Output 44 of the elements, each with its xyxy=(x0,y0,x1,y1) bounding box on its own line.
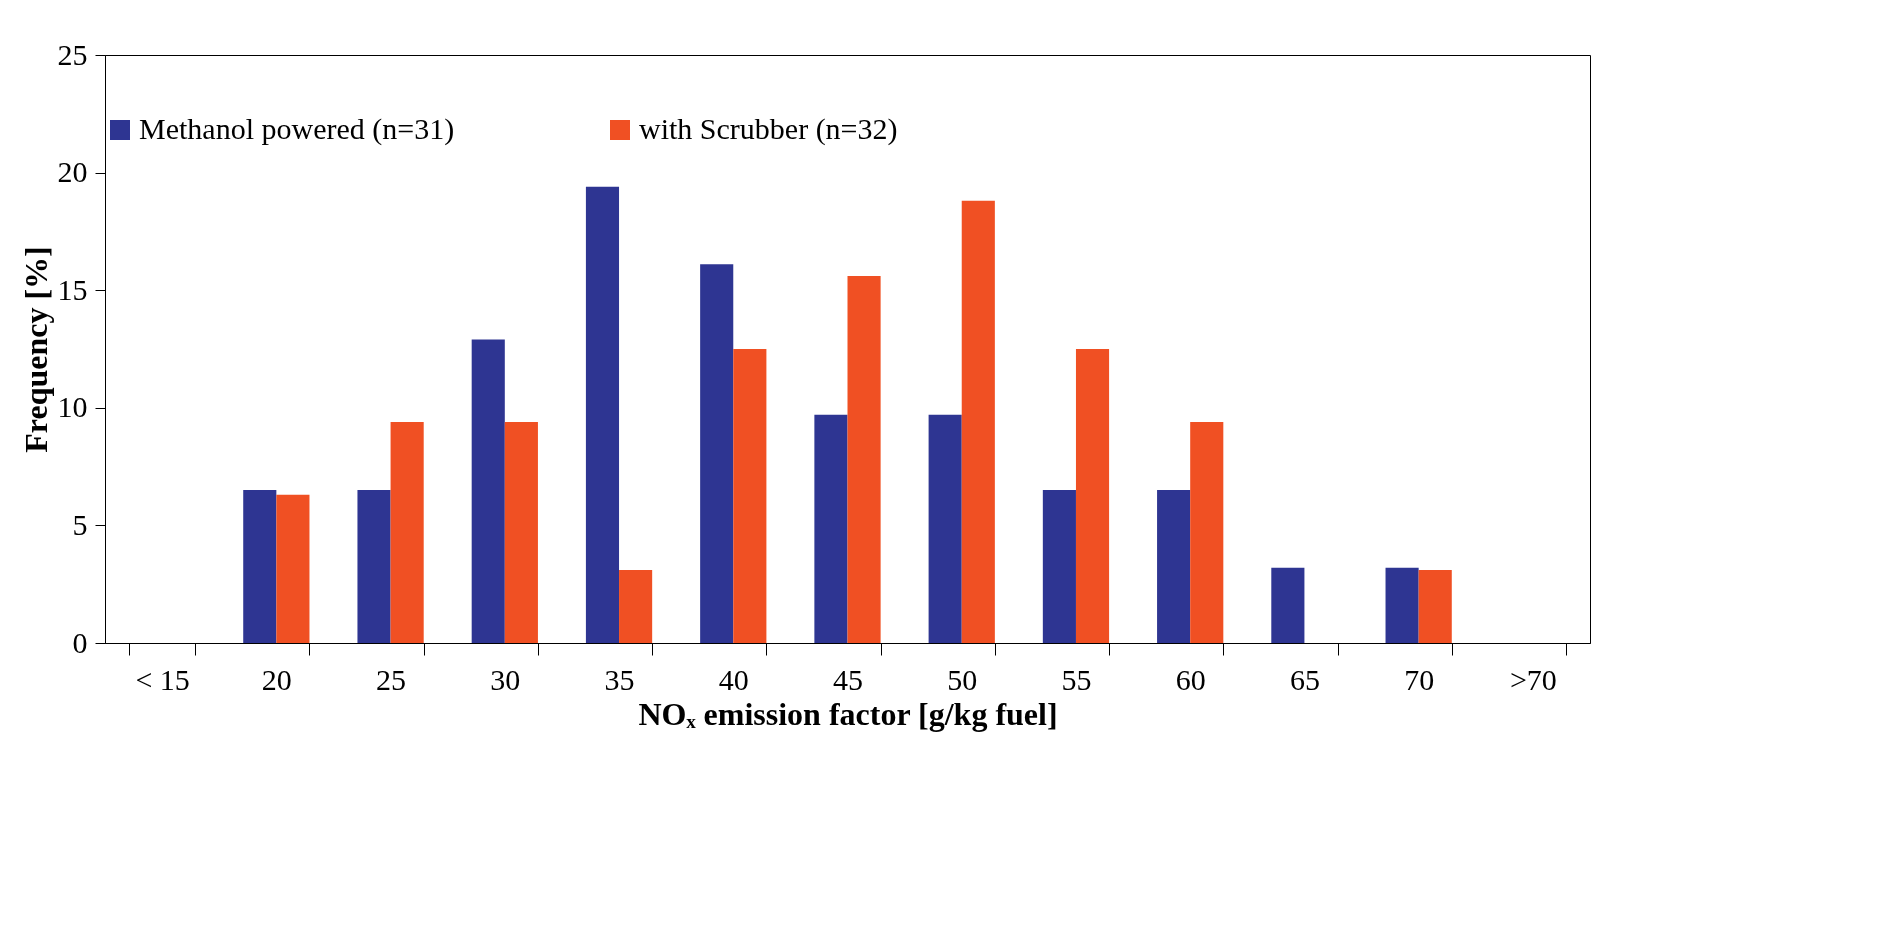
bar xyxy=(1190,421,1224,643)
x-tick-label: 20 xyxy=(261,662,292,696)
x-tick-label: < 15 xyxy=(135,662,190,696)
x-tick-label: 70 xyxy=(1404,662,1435,696)
legend-label: Methanol powered (n=31) xyxy=(139,112,455,146)
y-tick-label: 25 xyxy=(57,37,88,71)
bar xyxy=(1385,567,1419,643)
x-tick-label: 35 xyxy=(604,662,635,696)
bar xyxy=(585,186,620,643)
bar xyxy=(390,421,424,643)
y-tick-label: 15 xyxy=(57,272,88,306)
x-tick-label: 65 xyxy=(1289,662,1320,696)
x-tick-label: 45 xyxy=(833,662,863,696)
bar xyxy=(357,490,391,643)
x-axis-title: NOₓ emission factor [g/kg fuel] xyxy=(638,695,1058,732)
x-tick-label: 40 xyxy=(718,662,749,696)
bar xyxy=(1042,490,1076,643)
bar xyxy=(700,264,734,643)
y-tick-label: 10 xyxy=(57,390,88,424)
bar xyxy=(276,494,310,643)
x-tick-label: >70 xyxy=(1509,662,1557,696)
bar xyxy=(471,339,505,643)
bar xyxy=(928,414,962,643)
x-tick-label: 60 xyxy=(1175,662,1206,696)
bar xyxy=(243,490,277,643)
y-tick-label: 5 xyxy=(72,507,88,541)
x-tick-label: 25 xyxy=(376,662,407,696)
x-tick-label: 30 xyxy=(490,662,521,696)
bar xyxy=(814,414,848,643)
x-tick-label: 55 xyxy=(1061,662,1092,696)
legend-label: with Scrubber (n=32) xyxy=(639,112,898,146)
x-tick-label: 50 xyxy=(947,662,978,696)
bar xyxy=(1075,349,1110,643)
bar xyxy=(1418,570,1452,643)
bar xyxy=(961,200,995,643)
y-tick-label: 0 xyxy=(72,625,88,659)
bar xyxy=(1271,567,1305,643)
bar xyxy=(619,570,653,643)
y-tick-label: 20 xyxy=(57,155,88,189)
bar xyxy=(733,349,767,643)
bar xyxy=(504,421,538,643)
bar xyxy=(1157,490,1191,643)
bar xyxy=(847,276,881,643)
y-axis-title: Frequency [%] xyxy=(17,246,54,453)
